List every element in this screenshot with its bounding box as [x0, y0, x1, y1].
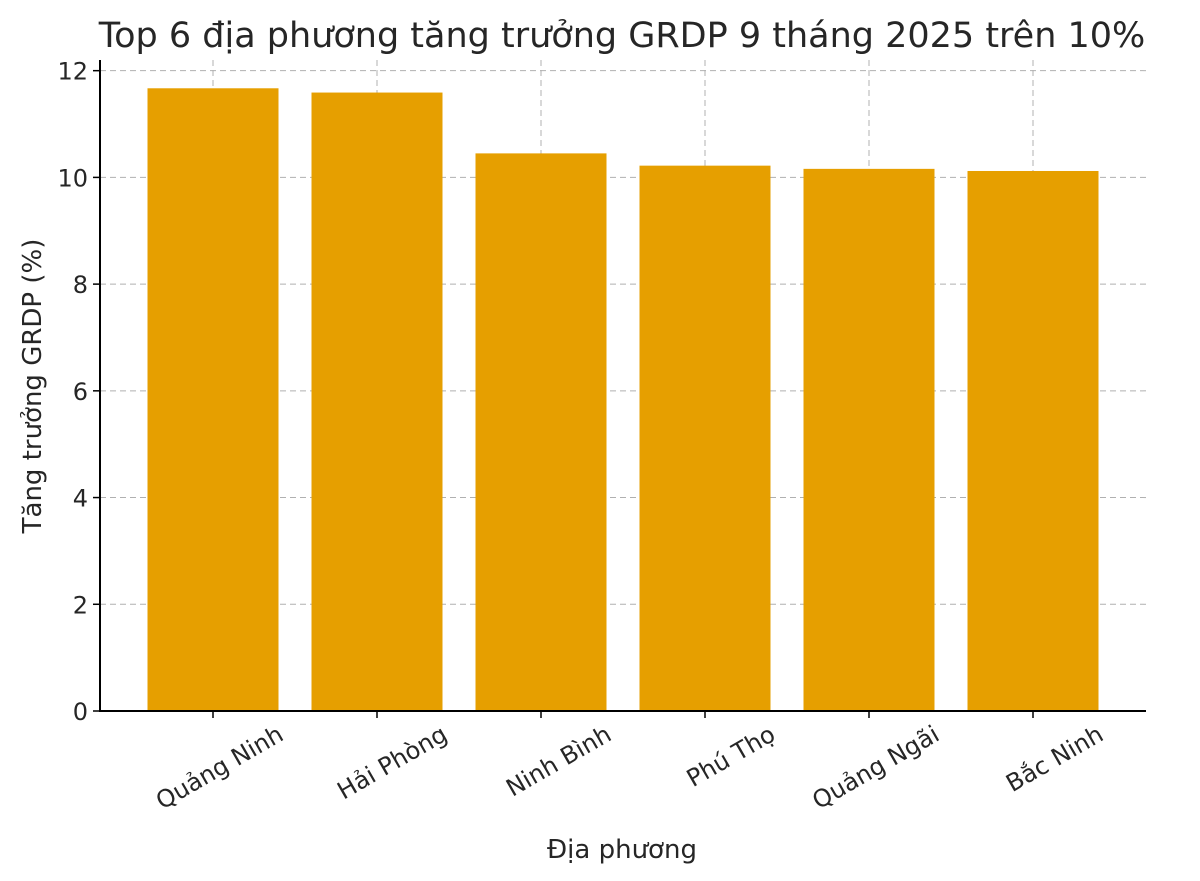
y-tick-label: 8 [73, 271, 88, 299]
x-tick-label: Quảng Ngãi [807, 720, 944, 815]
x-tick-label: Phú Thọ [682, 720, 780, 793]
y-tick-label: 0 [73, 698, 88, 726]
y-axis-label: Tăng trưởng GRDP (%) [18, 239, 48, 535]
x-tick-label: Ninh Bình [501, 720, 616, 802]
bar [639, 165, 771, 711]
x-tick-label: Hải Phòng [332, 720, 452, 805]
y-tick-label: 12 [57, 58, 88, 86]
y-tick-label: 2 [73, 591, 88, 619]
bars [147, 88, 1099, 712]
bar [967, 170, 1099, 711]
chart-title: Top 6 địa phương tăng trưởng GRDP 9 thán… [98, 16, 1146, 56]
bar [311, 92, 443, 712]
bar [147, 88, 279, 712]
y-ticks: 0 2 4 6 8 10 12 [57, 58, 100, 726]
x-tick-label: Quảng Ninh [151, 720, 288, 815]
x-axis-label: Địa phương [547, 835, 697, 865]
bar [803, 168, 935, 712]
y-tick-label: 10 [57, 164, 88, 192]
x-tick-label: Bắc Ninh [1001, 719, 1108, 798]
bar [475, 153, 607, 711]
axes [99, 60, 1146, 712]
x-ticks: Quảng Ninh Hải Phòng Ninh Bình Phú Thọ Quảng… [151, 711, 1108, 815]
y-tick-label: 6 [73, 378, 88, 406]
y-tick-label: 4 [73, 485, 88, 513]
